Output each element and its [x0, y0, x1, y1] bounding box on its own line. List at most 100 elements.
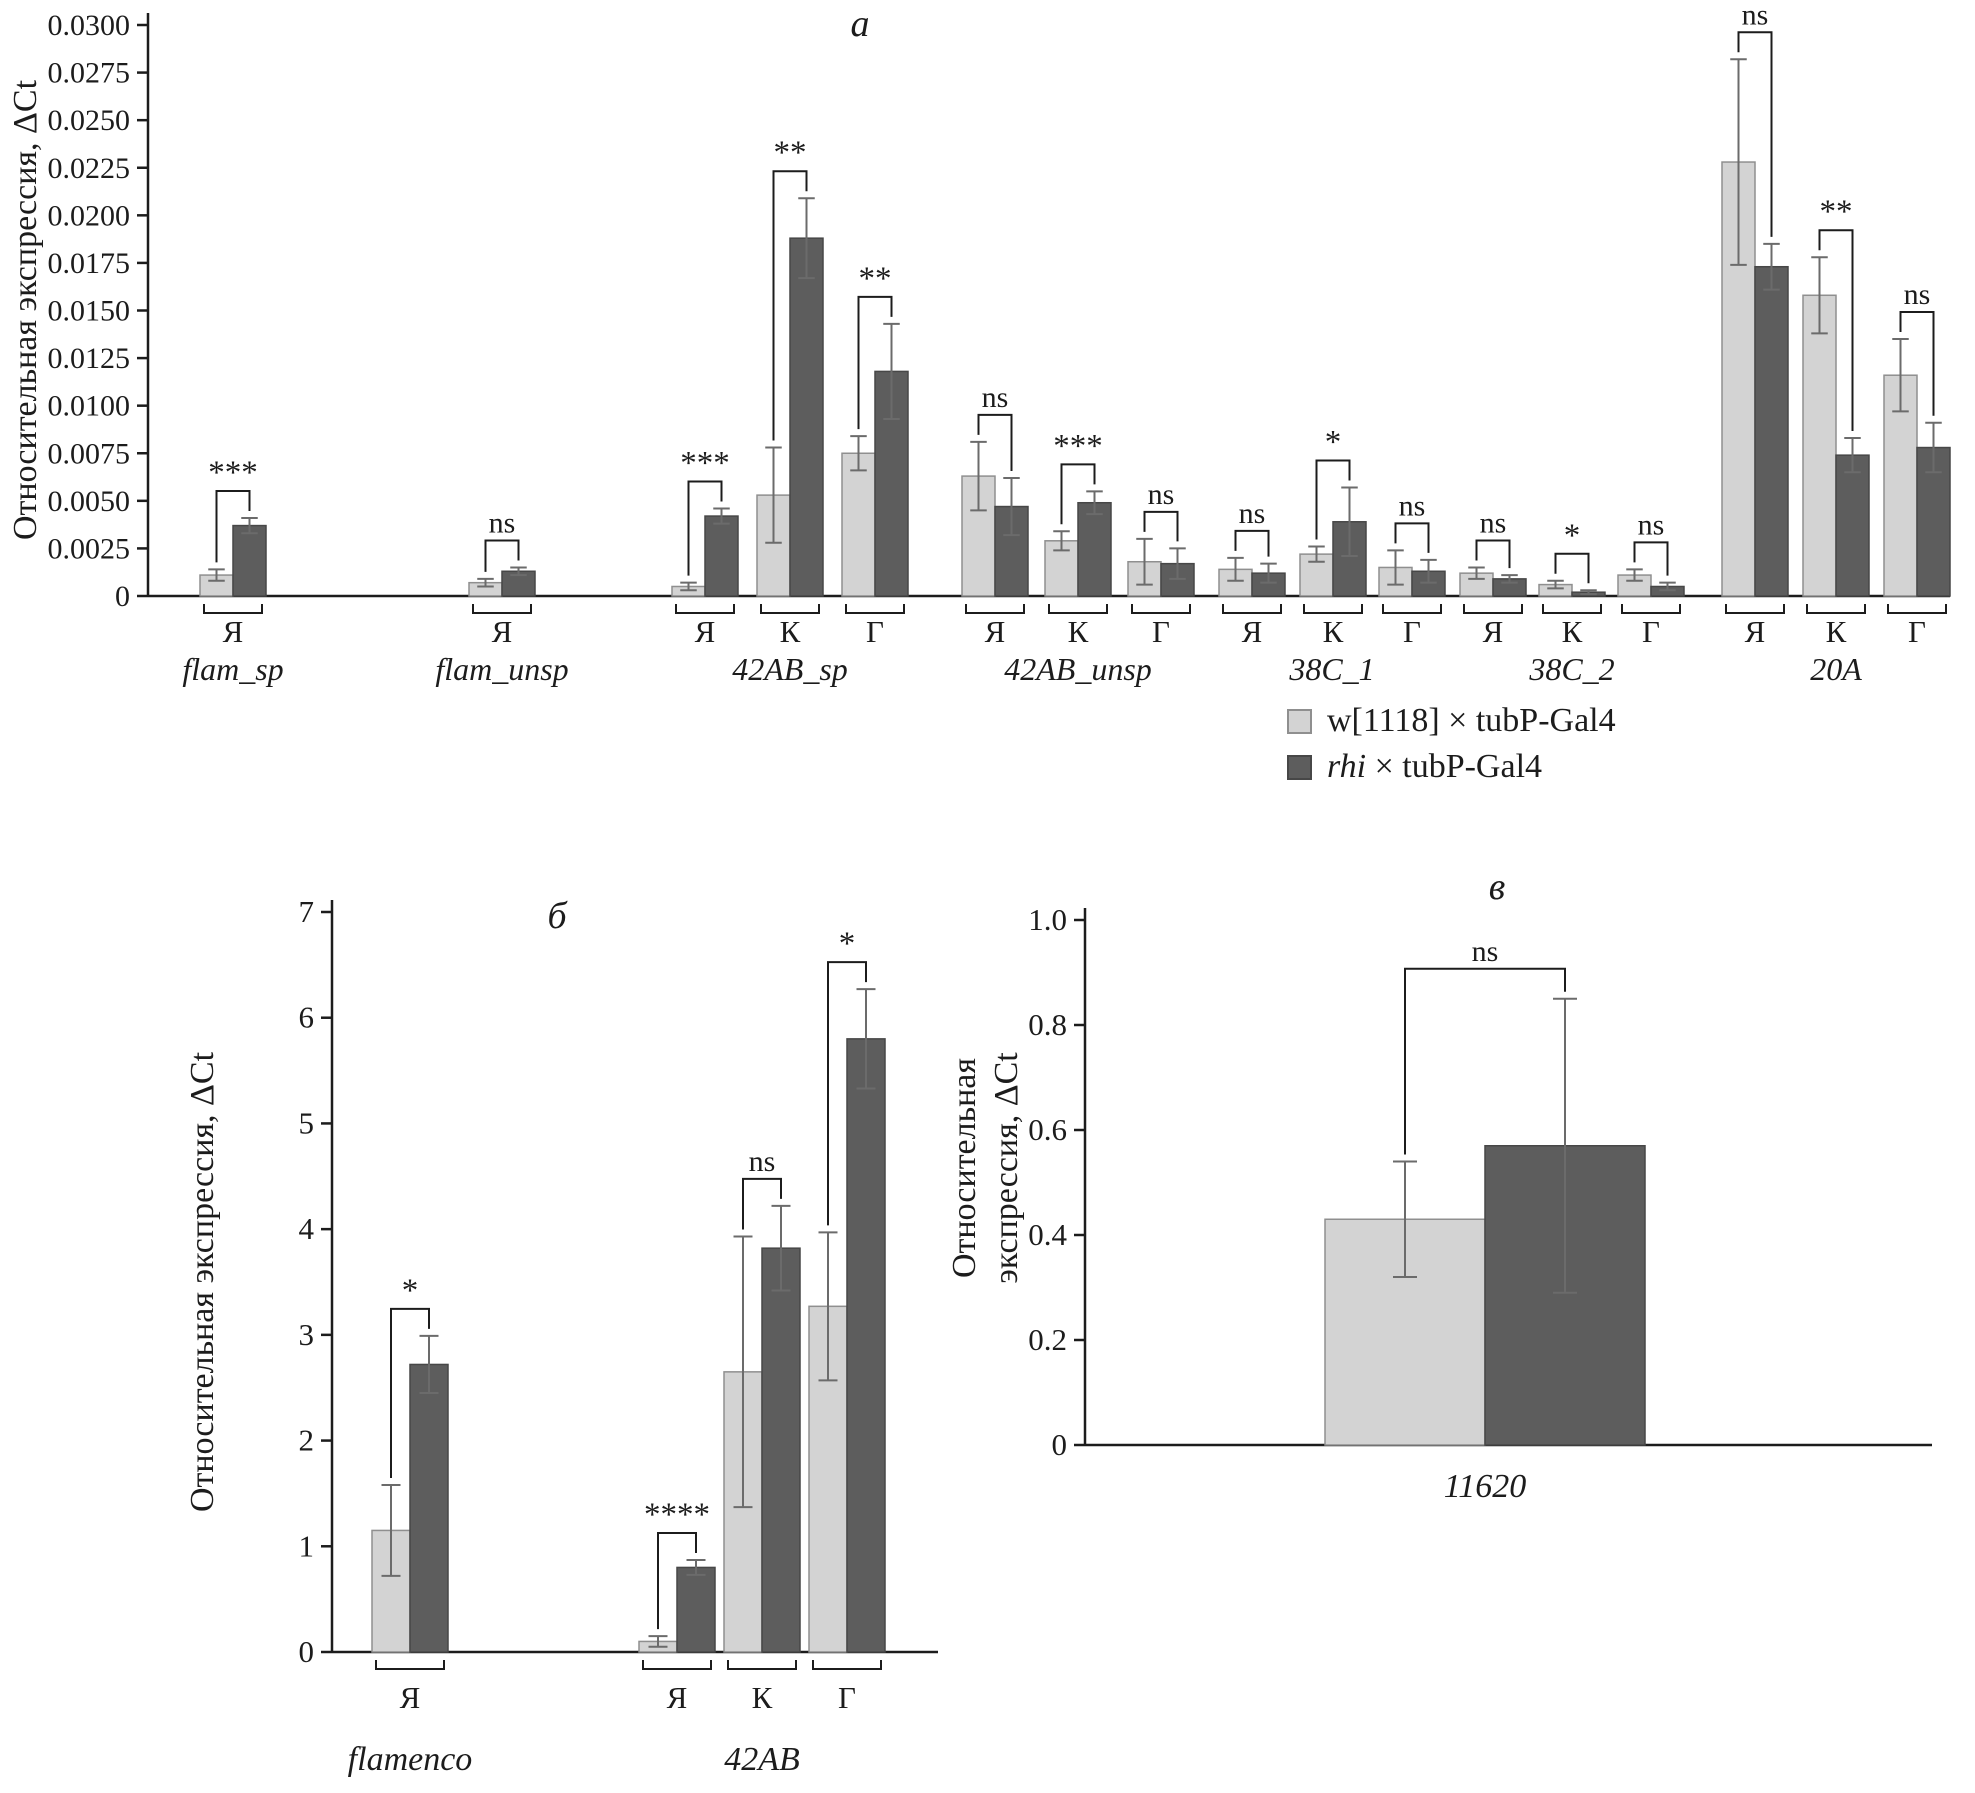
panel-b: б 0 1 2 3 4 5 6 7 Относительная экспрессия, ΔCt * Я…: [184, 894, 938, 1778]
panel-a: а 0 0.0025 0.0050 0.0075 0.0100 0.0125 0.0150 0.…: [7, 0, 1951, 687]
sig-label: ns: [1399, 489, 1426, 522]
y-tick-label: 5: [299, 1105, 315, 1140]
bar-light: [1802, 294, 1837, 597]
bar-dark: [789, 237, 824, 597]
sig-bracket: [1234, 529, 1270, 557]
bar-dark: [232, 524, 267, 597]
y-tick-label: 7: [299, 894, 315, 929]
panel-title: а: [851, 3, 870, 45]
group-label: 42AB_sp: [732, 651, 848, 687]
sig-bracket: [390, 1307, 430, 1478]
sig-label: ns: [1148, 478, 1175, 511]
category-bracket: [845, 604, 905, 614]
bar-dark: [1835, 454, 1870, 597]
category-label: Г: [1152, 614, 1170, 649]
y-tick-label: 0.0075: [48, 437, 131, 470]
sig-label: *: [839, 926, 856, 962]
legend: w[1118] × tubP-Gal4 rhi × tubP-Gal4: [1287, 704, 1616, 784]
group-label: 42AB_unsp: [1004, 651, 1152, 687]
bar-dark: [1077, 501, 1112, 597]
sig-label: ***: [208, 455, 258, 491]
bar-dark: [846, 1038, 886, 1653]
category-bracket: [1887, 604, 1947, 614]
legend-label-w1118: w[1118] × tubP-Gal4: [1327, 702, 1616, 739]
category-bracket: [1222, 604, 1282, 614]
category-label: Я: [1745, 614, 1766, 649]
y-tick-label: 0.0050: [48, 485, 131, 518]
category-bracket: [1048, 604, 1108, 614]
category-label: Я: [223, 614, 244, 649]
sig-label: ns: [489, 506, 516, 539]
category-label: К: [1068, 614, 1089, 649]
legend-item-rhi: rhi × tubP-Gal4: [1287, 750, 1616, 784]
category-bracket: [812, 1660, 882, 1670]
category-bracket: [1303, 604, 1363, 614]
group-label: 38C_1: [1288, 651, 1374, 687]
sig-label: ***: [680, 445, 730, 481]
y-tick-label: 2: [299, 1423, 315, 1458]
sig-label: *: [402, 1273, 419, 1309]
sig-label: **: [859, 261, 892, 297]
y-axis-label: Относительная экспрессия, ΔCt: [7, 79, 44, 540]
category-bracket: [1463, 604, 1523, 614]
category-label: К: [1562, 614, 1583, 649]
category-label: Г: [1908, 614, 1926, 649]
y-tick-label: 0.2: [1028, 1322, 1067, 1357]
y-tick-label: 6: [299, 1000, 315, 1035]
legend-swatch-light: [1287, 708, 1312, 734]
category-label: Я: [400, 1680, 421, 1715]
category-bracket: [727, 1660, 797, 1670]
group-label: flam_sp: [182, 651, 283, 687]
bar-dark: [676, 1566, 716, 1653]
sig-label: ns: [1742, 0, 1769, 31]
sig-label: *: [1564, 518, 1581, 554]
sig-bracket: [1143, 510, 1179, 542]
sig-bracket: [1404, 967, 1566, 1155]
y-tick-label: 0: [299, 1634, 315, 1669]
sig-bracket: [1818, 229, 1854, 432]
bar-dark: [1754, 265, 1789, 597]
sig-bracket: [742, 1177, 782, 1230]
sig-bracket: [687, 480, 723, 576]
sig-bracket: [1554, 552, 1590, 584]
group-label: 38C_2: [1528, 651, 1614, 687]
group-label: flam_unsp: [435, 651, 568, 687]
bar-dark: [1916, 446, 1951, 597]
category-bracket: [965, 604, 1025, 614]
category-label: К: [1323, 614, 1344, 649]
legend-label-rhi: rhi × tubP-Gal4: [1327, 748, 1543, 785]
category-label: Г: [866, 614, 884, 649]
category-bracket: [472, 604, 532, 614]
sig-label: ns: [749, 1145, 776, 1178]
sig-bracket: [1060, 463, 1096, 525]
y-tick-label: 4: [299, 1211, 315, 1246]
category-label: К: [1826, 614, 1847, 649]
category-bracket: [1806, 604, 1866, 614]
sig-bracket: [1737, 31, 1773, 237]
group-label: 11620: [1444, 1468, 1526, 1505]
panel-title: в: [1489, 866, 1506, 908]
category-bracket: [760, 604, 820, 614]
sig-bracket: [1315, 459, 1351, 540]
y-tick-label: 0.0200: [48, 199, 131, 232]
y-axis-label-line: экспрессия, ΔCt: [988, 1052, 1025, 1284]
category-label: Я: [1483, 614, 1504, 649]
bar-dark: [704, 515, 739, 597]
y-tick-label: 0.0125: [48, 342, 131, 375]
y-tick-label: 3: [299, 1317, 315, 1352]
panel-title: б: [547, 895, 568, 937]
sig-bracket: [1633, 541, 1669, 576]
sig-bracket: [827, 961, 867, 1226]
category-label: Я: [695, 614, 716, 649]
sig-label: **: [1820, 194, 1853, 230]
bar-light: [841, 452, 876, 597]
y-tick-label: 0.6: [1028, 1112, 1067, 1147]
y-tick-label: 1.0: [1028, 902, 1067, 937]
legend-item-w1118: w[1118] × tubP-Gal4: [1287, 704, 1616, 738]
category-bracket: [1131, 604, 1191, 614]
category-label: К: [780, 614, 801, 649]
y-axis-label: Относительная экспрессия, ΔCt: [184, 1051, 221, 1512]
sig-label: ns: [1638, 508, 1665, 541]
